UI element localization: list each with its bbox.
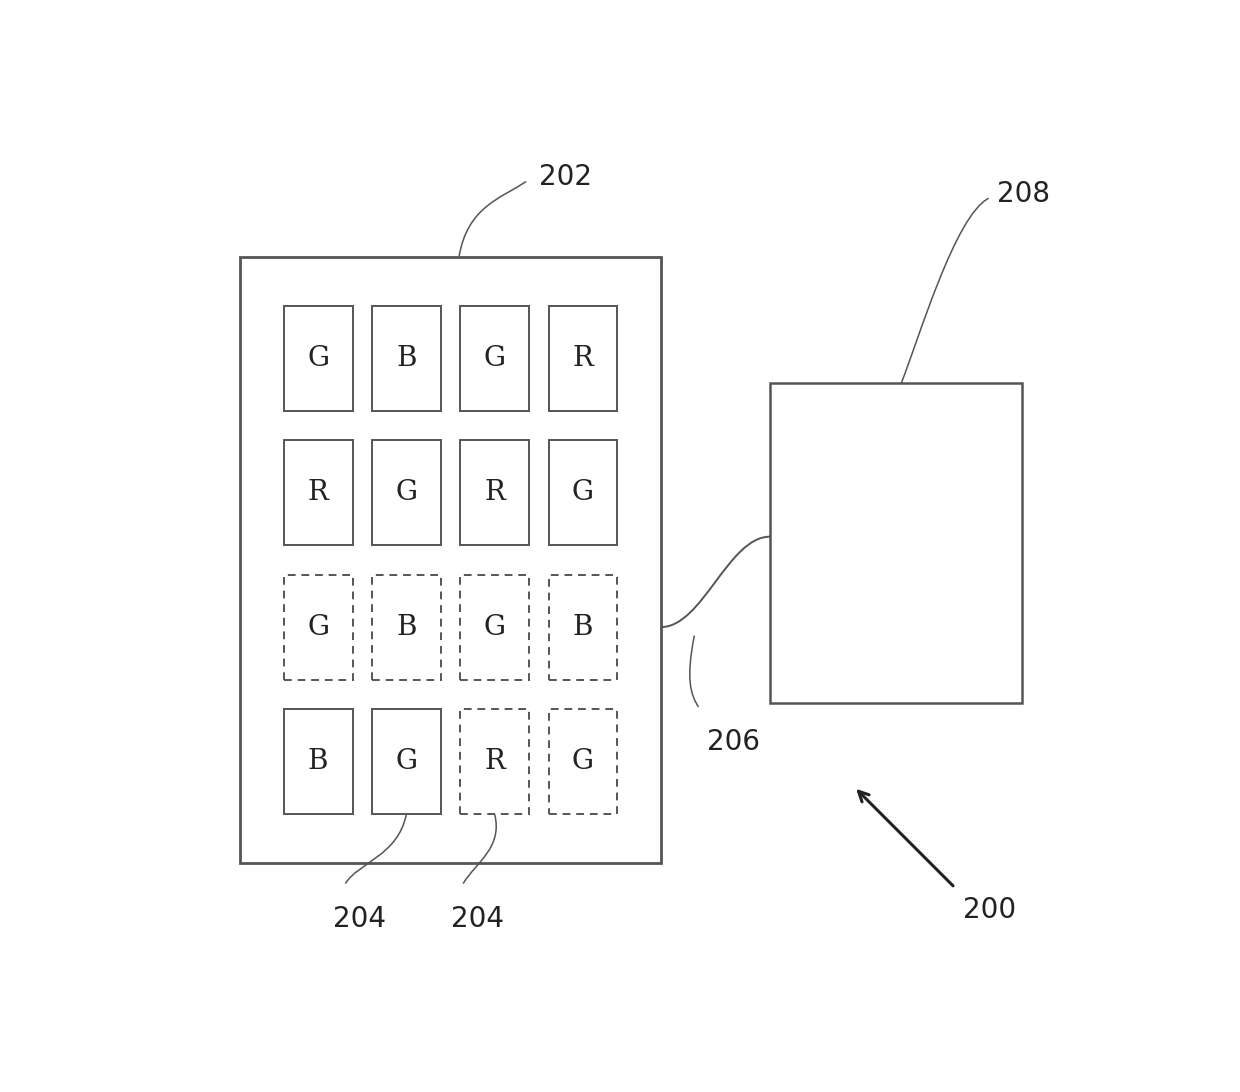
Bar <box>284 709 352 815</box>
Text: G: G <box>484 614 506 641</box>
Bar <box>548 574 618 679</box>
Text: G: G <box>572 479 594 506</box>
Text: R: R <box>573 345 594 371</box>
Bar <box>460 306 529 411</box>
Bar <box>770 383 1022 703</box>
Bar <box>460 440 529 545</box>
Text: B: B <box>396 345 417 371</box>
Text: 204: 204 <box>332 904 386 933</box>
Bar <box>372 440 440 545</box>
Bar <box>241 257 661 863</box>
Text: 204: 204 <box>450 904 503 933</box>
Text: 206: 206 <box>707 728 760 756</box>
Text: R: R <box>308 479 329 506</box>
Bar <box>284 574 352 679</box>
Text: B: B <box>573 614 593 641</box>
Bar <box>548 709 618 815</box>
Text: G: G <box>396 748 418 775</box>
Text: 200: 200 <box>963 897 1017 924</box>
Bar <box>548 306 618 411</box>
Text: R: R <box>485 748 505 775</box>
Bar <box>372 709 440 815</box>
Bar <box>460 709 529 815</box>
Text: 208: 208 <box>997 180 1050 209</box>
Text: G: G <box>396 479 418 506</box>
Bar <box>284 306 352 411</box>
Bar <box>548 440 618 545</box>
Text: G: G <box>572 748 594 775</box>
Text: G: G <box>308 614 329 641</box>
Text: R: R <box>485 479 505 506</box>
Text: G: G <box>308 345 329 371</box>
Text: G: G <box>484 345 506 371</box>
Bar <box>460 574 529 679</box>
Bar <box>284 440 352 545</box>
Bar <box>372 306 440 411</box>
Text: 202: 202 <box>539 164 591 191</box>
Text: B: B <box>396 614 417 641</box>
Bar <box>372 574 440 679</box>
Text: B: B <box>308 748 329 775</box>
